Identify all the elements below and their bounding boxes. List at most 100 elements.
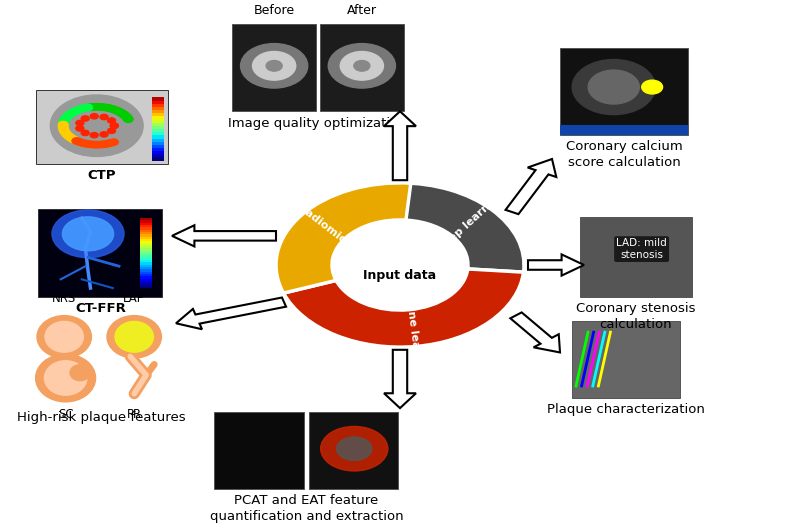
Circle shape [99,104,109,110]
FancyBboxPatch shape [152,122,164,126]
FancyBboxPatch shape [140,225,153,227]
Circle shape [81,130,89,136]
Circle shape [60,117,70,123]
FancyBboxPatch shape [152,119,164,123]
Circle shape [101,141,110,147]
Text: SC: SC [58,408,74,421]
FancyBboxPatch shape [560,48,688,135]
Circle shape [76,126,84,131]
Circle shape [122,114,132,121]
FancyBboxPatch shape [309,412,398,489]
Circle shape [340,51,383,80]
Circle shape [328,43,395,88]
FancyBboxPatch shape [152,144,164,148]
Text: Radiomics: Radiomics [295,203,352,250]
Circle shape [77,139,86,146]
Circle shape [76,120,84,126]
FancyBboxPatch shape [152,154,164,157]
Circle shape [58,120,68,126]
FancyBboxPatch shape [140,227,153,230]
Ellipse shape [37,316,91,358]
Circle shape [102,104,112,111]
Circle shape [90,142,100,148]
Circle shape [112,108,122,114]
FancyBboxPatch shape [140,269,153,272]
Text: Input data: Input data [363,269,437,282]
Circle shape [75,106,85,112]
Circle shape [321,427,388,471]
Circle shape [58,125,68,131]
Circle shape [642,80,662,94]
Text: Image quality optimization: Image quality optimization [228,117,407,130]
Circle shape [241,43,308,88]
Circle shape [83,104,93,111]
FancyBboxPatch shape [152,151,164,154]
Circle shape [110,107,119,113]
Circle shape [79,140,89,146]
FancyBboxPatch shape [140,232,153,234]
Circle shape [106,139,116,146]
Ellipse shape [35,354,96,402]
FancyBboxPatch shape [152,97,164,101]
FancyBboxPatch shape [320,24,404,111]
Circle shape [50,95,143,156]
Circle shape [97,104,106,110]
Polygon shape [176,297,286,329]
Text: PR: PR [126,408,142,421]
FancyBboxPatch shape [140,248,153,251]
FancyBboxPatch shape [140,267,153,269]
Circle shape [107,118,115,123]
Circle shape [62,217,114,251]
Circle shape [100,114,108,120]
FancyBboxPatch shape [152,113,164,117]
Circle shape [87,142,97,148]
Circle shape [107,128,115,134]
Polygon shape [172,225,276,246]
FancyBboxPatch shape [580,217,692,297]
Text: Before: Before [254,4,294,17]
Circle shape [114,108,124,114]
Wedge shape [400,183,524,272]
Text: Coronary calcium
score calculation: Coronary calcium score calculation [566,140,682,170]
FancyBboxPatch shape [140,234,153,237]
Circle shape [80,105,90,111]
FancyBboxPatch shape [140,217,153,220]
Circle shape [74,139,84,145]
FancyBboxPatch shape [152,107,164,110]
FancyBboxPatch shape [140,262,153,264]
Circle shape [120,112,130,118]
FancyBboxPatch shape [152,103,164,107]
FancyBboxPatch shape [140,276,153,279]
FancyBboxPatch shape [140,285,153,288]
Circle shape [116,110,126,116]
FancyBboxPatch shape [140,264,153,267]
Circle shape [107,105,117,112]
FancyBboxPatch shape [140,245,153,249]
FancyBboxPatch shape [140,229,153,232]
FancyBboxPatch shape [140,222,153,225]
Text: Plaque characterization: Plaque characterization [546,403,705,416]
FancyBboxPatch shape [152,138,164,142]
Circle shape [123,116,133,122]
FancyBboxPatch shape [140,238,153,242]
Circle shape [66,110,76,117]
Circle shape [70,137,79,143]
Circle shape [68,136,78,142]
Text: CT-FFR: CT-FFR [75,302,126,315]
Polygon shape [510,312,560,352]
Circle shape [52,210,124,258]
Circle shape [78,105,87,112]
Circle shape [82,140,91,147]
Circle shape [61,116,70,122]
Circle shape [93,142,102,148]
Circle shape [73,107,82,113]
FancyBboxPatch shape [152,100,164,104]
Ellipse shape [44,361,86,395]
Circle shape [98,141,108,147]
Circle shape [94,104,104,110]
Polygon shape [384,350,416,408]
Circle shape [588,70,639,104]
FancyBboxPatch shape [140,243,153,246]
FancyBboxPatch shape [140,236,153,239]
FancyBboxPatch shape [152,147,164,151]
